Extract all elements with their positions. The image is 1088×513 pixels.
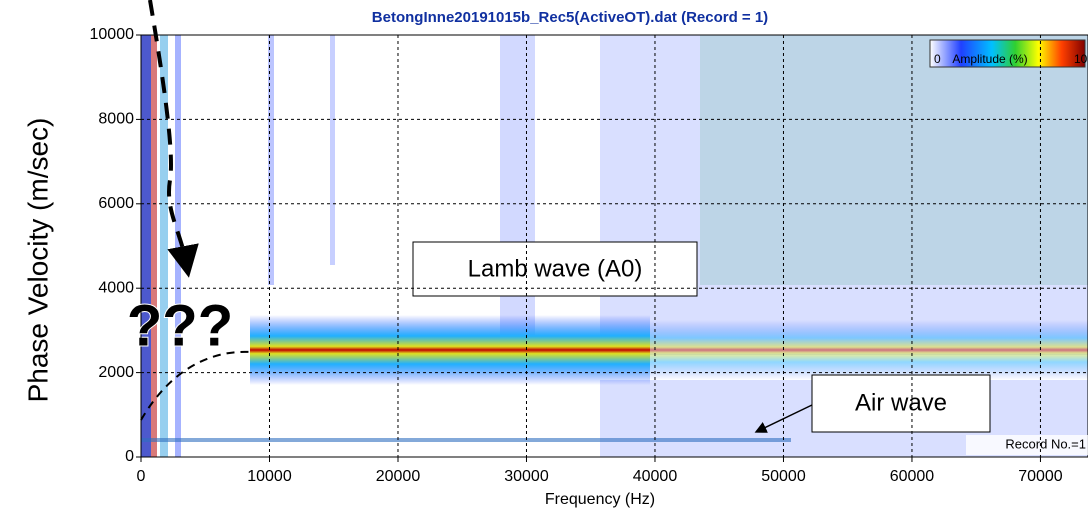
- dashed-curve: [140, 350, 251, 421]
- colorbar-tick-label: 100: [1074, 52, 1088, 66]
- x-tick-label: 50000: [761, 468, 806, 485]
- annotation: Air wave: [855, 389, 947, 416]
- x-axis-label: Frequency (Hz): [545, 491, 655, 508]
- y-tick-label: 2000: [98, 364, 134, 381]
- y-axis-label: Phase Velocity (m/sec): [22, 118, 53, 403]
- annotation: Lamb wave (A0): [468, 255, 643, 282]
- x-tick-label: 30000: [504, 468, 549, 485]
- x-tick-label: 60000: [890, 468, 935, 485]
- annotation-box: [811, 374, 991, 433]
- y-tick-label: 0: [125, 448, 134, 465]
- colorbar: [929, 39, 1086, 68]
- y-tick-label: 6000: [98, 195, 134, 212]
- annotation-box: [412, 241, 698, 297]
- x-tick-label: 40000: [633, 468, 678, 485]
- x-tick-label: 10000: [247, 468, 292, 485]
- y-tick-label: 4000: [98, 279, 134, 296]
- arrow: [148, 0, 199, 278]
- x-tick-label: 20000: [376, 468, 421, 485]
- x-tick-label: 0: [137, 468, 146, 485]
- y-tick-label: 10000: [90, 26, 135, 43]
- record-box: [966, 435, 1088, 455]
- record-label: Record No.=1: [1005, 436, 1086, 451]
- colorbar-label: Amplitude (%): [952, 52, 1027, 66]
- arrow: [754, 404, 813, 433]
- colorbar-tick-label: 0: [934, 52, 941, 66]
- chart-title: BetongInne20191015b_Rec5(ActiveOT).dat (…: [372, 9, 768, 26]
- annotation: ???: [127, 293, 233, 358]
- y-tick-label: 8000: [98, 111, 134, 128]
- x-tick-label: 70000: [1018, 468, 1063, 485]
